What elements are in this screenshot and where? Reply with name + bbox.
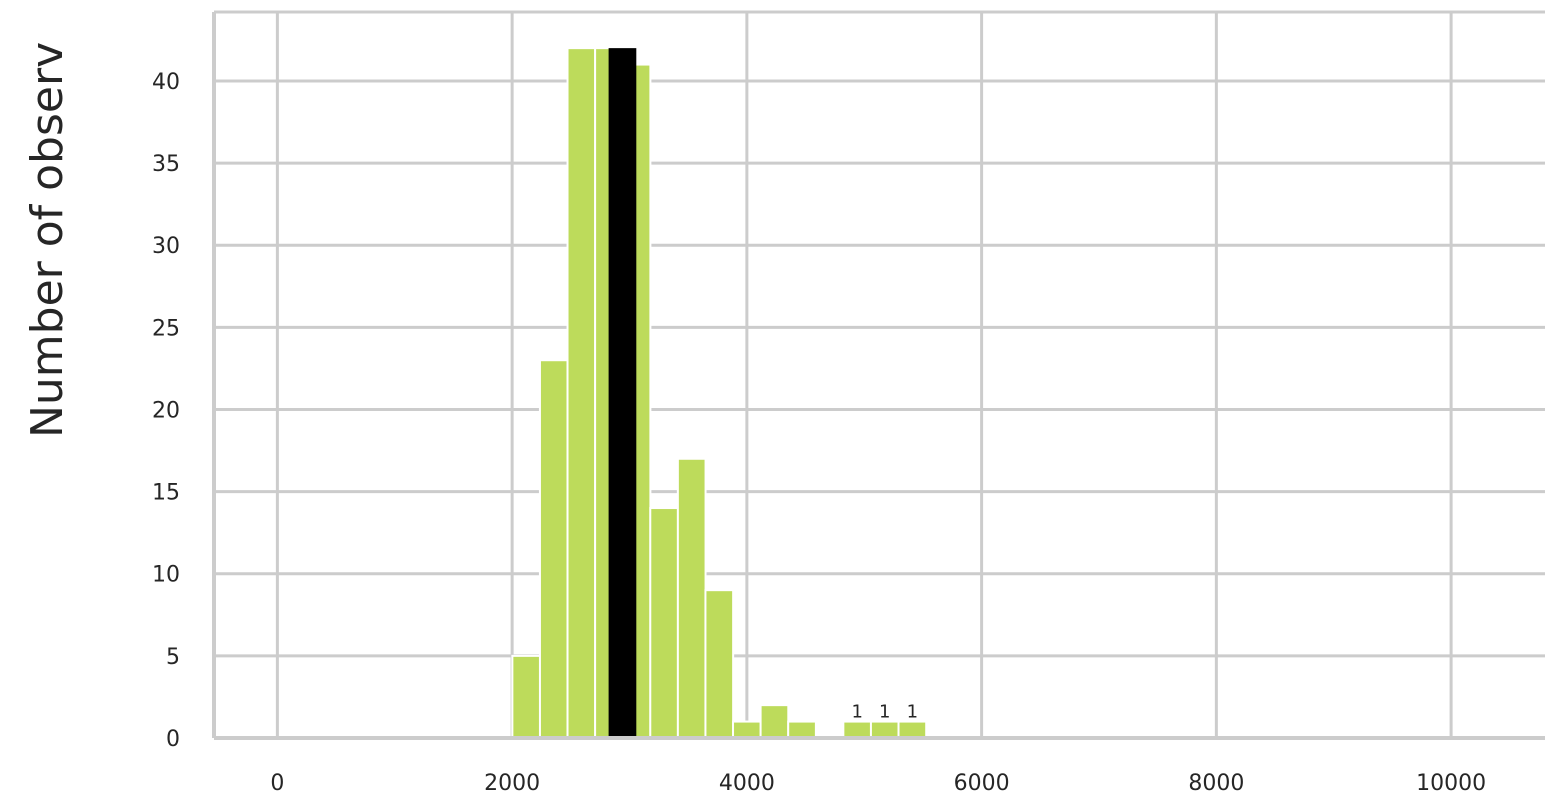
- y-tick-label-1: 5: [166, 645, 180, 670]
- bar-7: [704, 589, 735, 739]
- bar-label-1: 1: [879, 702, 890, 723]
- x-tick-label-1: 2000: [484, 771, 540, 796]
- bar-5: [649, 507, 679, 740]
- bar-0: [511, 654, 542, 739]
- bar-1: [538, 359, 569, 739]
- bar-6: [676, 457, 707, 739]
- y-tick-label-3: 15: [152, 481, 180, 506]
- bar-label-0: 1: [851, 702, 862, 723]
- bars: [511, 47, 928, 740]
- y-tick-label-4: 20: [152, 398, 180, 423]
- highlight-bar: [608, 48, 637, 739]
- bar-label-2: 1: [907, 702, 918, 723]
- x-tick-label-4: 8000: [1188, 771, 1244, 796]
- bar-11: [842, 720, 873, 739]
- y-tick-label-5: 25: [152, 316, 180, 341]
- y-tick-label-0: 0: [166, 727, 180, 752]
- bar-13: [897, 720, 928, 739]
- x-tick-label-0: 0: [270, 771, 284, 796]
- bar-10: [787, 720, 817, 739]
- x-tick-label-5: 10000: [1416, 771, 1486, 796]
- y-tick-label-7: 35: [152, 152, 180, 177]
- bar-12: [869, 720, 900, 739]
- y-tick-label-2: 10: [152, 563, 180, 588]
- bar-8: [732, 720, 762, 739]
- x-tick-label-2: 4000: [719, 771, 775, 796]
- axes: [212, 10, 1545, 740]
- bar-9: [759, 704, 790, 739]
- y-axis-label: Number of observ: [22, 42, 73, 438]
- y-tick-label-8: 40: [152, 70, 180, 95]
- y-tick-label-6: 30: [152, 234, 180, 259]
- x-tick-label-3: 6000: [954, 771, 1010, 796]
- grid-lines: [214, 12, 1545, 740]
- bar-2: [566, 47, 597, 740]
